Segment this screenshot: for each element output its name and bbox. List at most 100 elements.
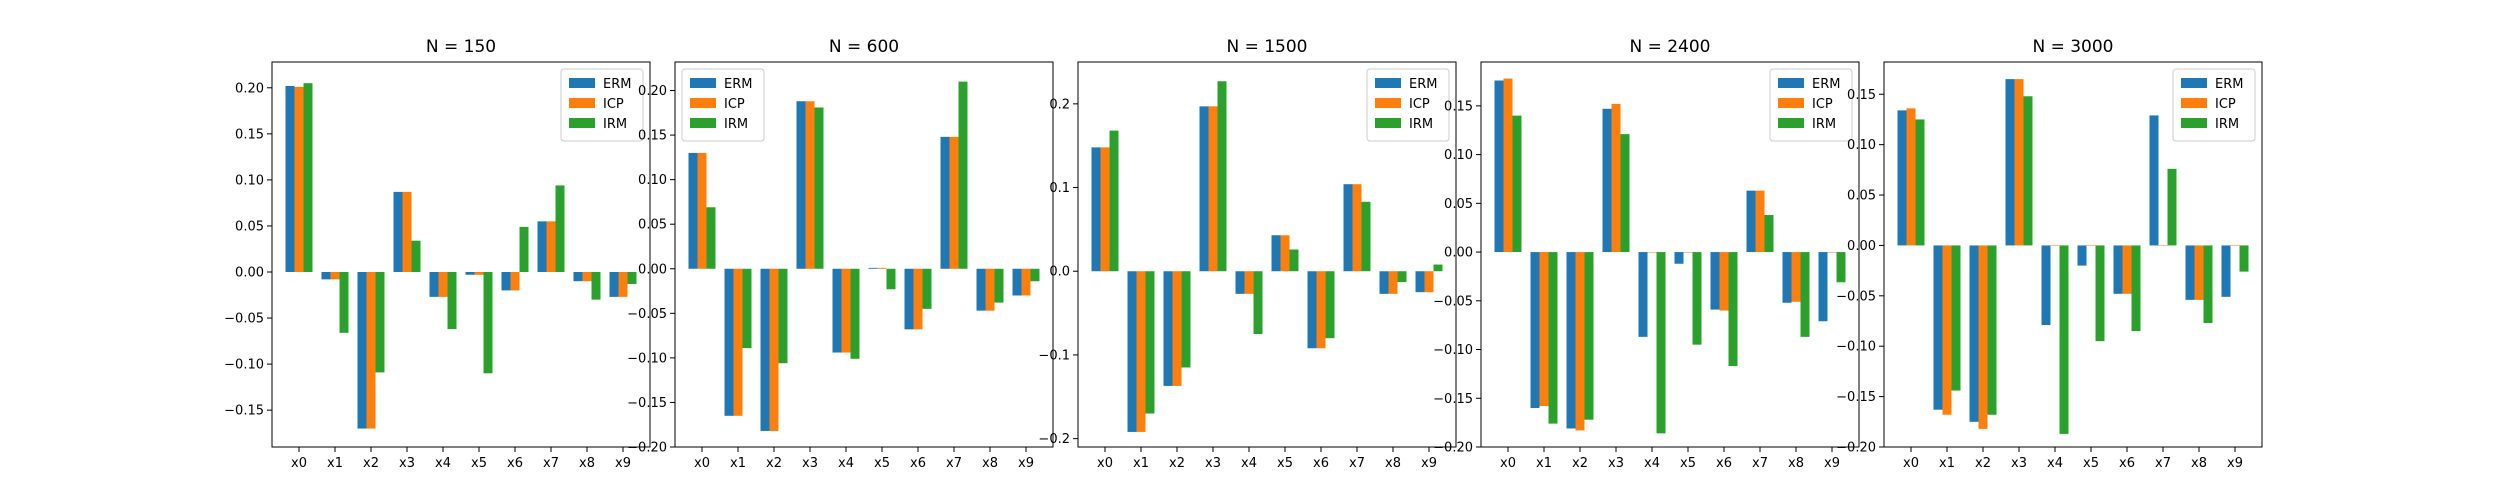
bar-erm-x8: [2185, 245, 2195, 300]
x-tick-label: x2: [1572, 456, 1588, 471]
bar-irm-x4: [850, 268, 860, 359]
x-tick-label: x7: [1752, 456, 1768, 471]
bar-irm-x7: [958, 81, 968, 269]
bar-irm-x3: [411, 240, 421, 272]
y-tick-label: 0.00: [1444, 246, 1473, 261]
bar-irm-x6: [2131, 245, 2141, 332]
bar-icp-x2: [366, 272, 376, 429]
bar-irm-x7: [1361, 201, 1371, 272]
bar-irm-x4: [1253, 271, 1263, 335]
bar-erm-x1: [1933, 245, 1943, 410]
bar-irm-x6: [1325, 271, 1335, 339]
bar-erm-x1: [724, 268, 734, 416]
bar-erm-x3: [393, 191, 403, 272]
bar-erm-x3: [796, 101, 806, 269]
x-tick-label: x0: [1903, 456, 1919, 471]
x-tick-label: x5: [1277, 456, 1293, 471]
bar-irm-x5: [2095, 245, 2105, 342]
y-tick-label: 0.15: [1444, 99, 1473, 114]
bar-erm-x5: [1271, 235, 1281, 272]
legend-label-icp: ICP: [603, 97, 624, 112]
x-tick-label: x0: [694, 456, 710, 471]
bar-icp-x4: [438, 272, 448, 297]
legend: ERM ICP IRM: [560, 68, 644, 142]
bar-icp-x4: [1244, 271, 1254, 294]
x-tick-label: x2: [766, 456, 782, 471]
bar-erm-x0: [1494, 80, 1504, 253]
y-tick-label: 0.10: [1847, 138, 1876, 153]
bar-irm-x3: [1620, 134, 1630, 253]
bar-irm-x5: [886, 268, 896, 290]
y-tick-label: 0.05: [1847, 189, 1876, 204]
bar-irm-x2: [1181, 271, 1191, 368]
bar-erm-x8: [573, 272, 583, 282]
y-tick-label: −0.10: [627, 351, 667, 366]
bar-icp-x8: [1791, 252, 1801, 302]
bar-erm-x7: [1343, 184, 1353, 272]
bar-icp-x4: [2050, 245, 2060, 246]
legend-label-irm: IRM: [2215, 117, 2239, 132]
bar-erm-x9: [1415, 271, 1425, 293]
legend-label-irm: IRM: [1409, 117, 1433, 132]
x-tick-label: x6: [1313, 456, 1329, 471]
bar-irm-x2: [1584, 252, 1594, 420]
bar-erm-x2: [760, 268, 770, 431]
bar-icp-x2: [769, 268, 779, 431]
bar-erm-x9: [2221, 245, 2231, 297]
chart-title: N = 600: [829, 37, 899, 57]
bar-icp-x7: [546, 221, 556, 272]
y-tick-label: −0.10: [1433, 343, 1473, 358]
legend-swatch-erm: [1778, 78, 1804, 88]
bar-irm-x8: [2203, 245, 2213, 324]
x-tick-label: x3: [1205, 456, 1221, 471]
legend-swatch-erm: [690, 78, 716, 88]
bar-irm-x6: [922, 268, 932, 309]
bar-icp-x6: [1316, 271, 1326, 349]
legend-swatch-irm: [569, 118, 595, 128]
bar-icp-x0: [697, 152, 707, 269]
x-tick-label: x0: [291, 456, 307, 471]
y-tick-label: 0.00: [638, 262, 667, 277]
bar-icp-x8: [2194, 245, 2204, 300]
bar-irm-x7: [1764, 215, 1774, 253]
legend-swatch-erm: [1375, 78, 1401, 88]
x-tick-label: x8: [579, 456, 595, 471]
bar-irm-x3: [2023, 96, 2033, 246]
y-tick-label: −0.05: [224, 312, 264, 327]
x-tick-label: x7: [946, 456, 962, 471]
chart-title: N = 2400: [1629, 37, 1710, 57]
bar-icp-x2: [1575, 252, 1585, 431]
chart-title: N = 3000: [2032, 37, 2113, 57]
x-tick-label: x4: [435, 456, 451, 471]
x-tick-label: x4: [1241, 456, 1257, 471]
bar-irm-x4: [2059, 245, 2069, 434]
plot-frame: [674, 61, 1054, 448]
x-tick-label: x2: [1975, 456, 1991, 471]
y-tick-label: 0.1: [1049, 181, 1070, 196]
bar-icp-x3: [2014, 79, 2024, 246]
bar-icp-x2: [1172, 271, 1182, 386]
bar-irm-x7: [555, 185, 565, 272]
bar-erm-x5: [868, 267, 878, 269]
y-tick-label: 0.20: [235, 81, 264, 96]
bar-icp-x8: [1388, 271, 1398, 294]
x-tick-label: x8: [1788, 456, 1804, 471]
x-tick-label: x1: [1133, 456, 1149, 471]
x-tick-label: x9: [1421, 456, 1437, 471]
bar-irm-x9: [1836, 252, 1846, 283]
legend-swatch-icp: [1778, 98, 1804, 108]
bar-icp-x7: [949, 136, 959, 269]
x-tick-label: x7: [2155, 456, 2171, 471]
x-tick-label: x5: [1680, 456, 1696, 471]
bar-icp-x1: [733, 268, 743, 416]
x-tick-label: x0: [1500, 456, 1516, 471]
x-tick-label: x3: [2011, 456, 2027, 471]
legend-label-icp: ICP: [2215, 97, 2236, 112]
bar-icp-x1: [1539, 252, 1549, 407]
bar-icp-x9: [1021, 268, 1031, 296]
y-tick-label: −0.10: [1836, 340, 1876, 355]
legend-swatch-irm: [1375, 118, 1401, 128]
bar-icp-x0: [1100, 147, 1110, 272]
legend-label-icp: ICP: [1812, 97, 1833, 112]
bar-erm-x2: [1163, 271, 1173, 386]
